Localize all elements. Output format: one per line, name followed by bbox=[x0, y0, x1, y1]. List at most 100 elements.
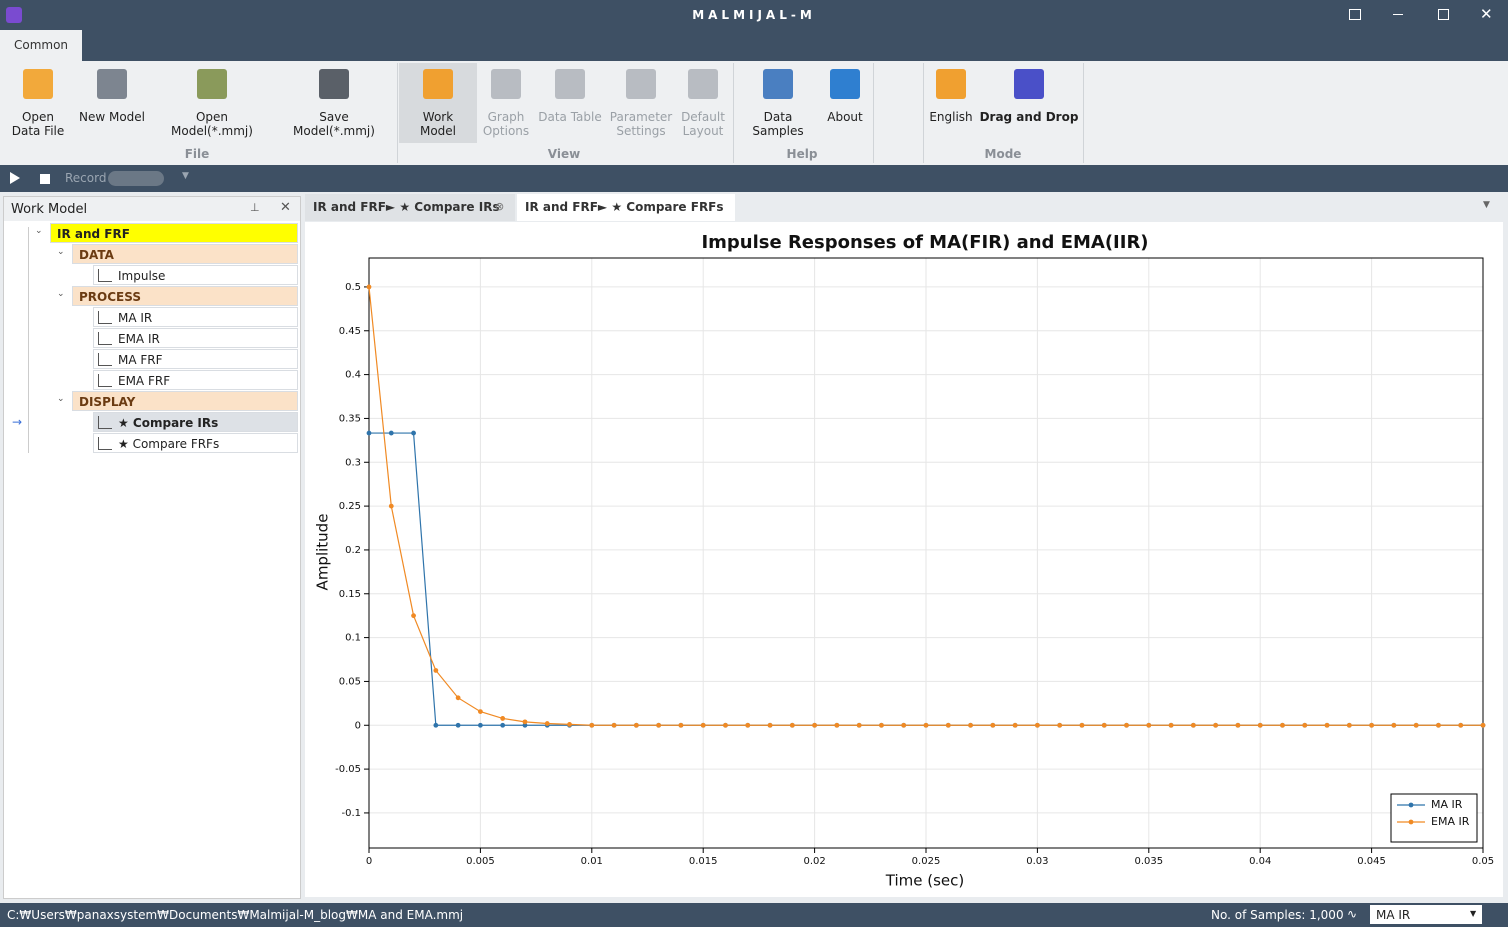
tree-node[interactable]: EMA FRF bbox=[93, 370, 298, 390]
data-point bbox=[633, 722, 639, 728]
play-button[interactable] bbox=[10, 172, 20, 184]
x-tick-label: 0.035 bbox=[1134, 856, 1163, 867]
tree-expander[interactable]: ⌄ bbox=[35, 226, 43, 236]
ribbon-button[interactable]: Open Model(*.mmj) bbox=[171, 110, 253, 138]
ribbon-button[interactable]: Default Layout bbox=[681, 110, 725, 138]
x-tick-label: 0.03 bbox=[1026, 856, 1048, 867]
doc-tab-label: IR and FRF► ★ Compare FRFs bbox=[525, 200, 724, 214]
data-point bbox=[1124, 722, 1129, 728]
tree-expander[interactable]: ⌄ bbox=[57, 394, 65, 404]
tree-node[interactable]: MA FRF bbox=[93, 349, 298, 369]
tree-node[interactable]: ★ Compare IRs bbox=[93, 412, 298, 432]
ribbon-button-icon bbox=[491, 69, 521, 99]
toolbar: Record ▼ bbox=[0, 165, 1508, 192]
data-point bbox=[500, 722, 506, 728]
y-tick-label: 0.35 bbox=[339, 413, 361, 424]
tree-node[interactable]: MA IR bbox=[93, 307, 298, 327]
legend-label: MA IR bbox=[1431, 798, 1463, 811]
tree-node[interactable]: PROCESS bbox=[72, 286, 298, 306]
doc-tab-active[interactable] bbox=[517, 194, 735, 221]
ribbon-button[interactable]: Work Model bbox=[419, 110, 457, 138]
pin-button[interactable]: ⊥ bbox=[250, 201, 260, 214]
record-toggle[interactable] bbox=[108, 171, 164, 186]
data-point bbox=[1436, 722, 1441, 728]
stop-button[interactable] bbox=[40, 174, 50, 184]
toolbar-dropdown[interactable]: ▼ bbox=[182, 171, 189, 181]
y-tick-label: 0.3 bbox=[345, 457, 361, 468]
data-point bbox=[1190, 722, 1196, 728]
minimize-button[interactable] bbox=[1393, 14, 1403, 15]
data-point bbox=[1057, 722, 1063, 728]
data-point bbox=[388, 503, 394, 509]
ribbon-button[interactable]: Data Table bbox=[538, 110, 602, 124]
ribbon-button-icon bbox=[555, 69, 585, 99]
tab-close[interactable]: ⊗ bbox=[495, 200, 505, 213]
select-arrow: ▼ bbox=[1470, 909, 1477, 918]
group-separator bbox=[923, 63, 924, 163]
data-point bbox=[1168, 722, 1174, 728]
ribbon-button[interactable]: Graph Options bbox=[482, 110, 530, 138]
tree-node-label: IR and FRF bbox=[57, 227, 130, 241]
close-button[interactable]: ✕ bbox=[1480, 5, 1493, 23]
tree-node[interactable]: IR and FRF bbox=[50, 223, 298, 243]
tree-node[interactable]: Impulse bbox=[93, 265, 298, 285]
data-point bbox=[589, 722, 595, 728]
ribbon-button-icon bbox=[763, 69, 793, 99]
data-point bbox=[1280, 722, 1285, 728]
legend-marker bbox=[1408, 819, 1414, 825]
signal-icon: ∿ bbox=[1347, 907, 1358, 921]
data-point bbox=[388, 430, 394, 436]
data-point bbox=[611, 722, 617, 728]
ribbon-button[interactable]: Drag and Drop bbox=[979, 110, 1079, 124]
y-tick-label: 0.1 bbox=[345, 633, 361, 644]
chart: Impulse Responses of MA(FIR) and EMA(IIR… bbox=[305, 222, 1503, 897]
doc-tab[interactable] bbox=[305, 194, 515, 221]
ribbon-button[interactable]: Save Model(*.mmj) bbox=[293, 110, 375, 138]
group-separator bbox=[873, 63, 874, 163]
data-point bbox=[1302, 722, 1308, 728]
tree-node-icon bbox=[98, 311, 112, 324]
tree-node[interactable]: DISPLAY bbox=[72, 391, 298, 411]
data-point bbox=[500, 716, 506, 721]
ribbon-button[interactable]: English bbox=[929, 110, 973, 124]
tree-node[interactable]: DATA bbox=[72, 244, 298, 264]
y-tick-label: 0 bbox=[355, 720, 361, 731]
data-point bbox=[1146, 722, 1152, 728]
ribbon-button[interactable]: New Model bbox=[78, 110, 146, 124]
series-select[interactable]: MA IR ▼ bbox=[1370, 905, 1482, 924]
group-separator bbox=[397, 63, 398, 163]
tree-node[interactable]: EMA IR bbox=[93, 328, 298, 348]
panel-close[interactable]: ✕ bbox=[280, 200, 291, 215]
tree-expander[interactable]: ⌄ bbox=[57, 289, 65, 299]
y-tick-label: 0.4 bbox=[345, 370, 361, 381]
data-point bbox=[1369, 722, 1374, 728]
tree-node-icon bbox=[98, 374, 112, 387]
ribbon-button[interactable]: Data Samples bbox=[752, 110, 804, 138]
record-label: Record bbox=[65, 171, 107, 185]
title-bar: MALMIJAL-M ✕ bbox=[0, 0, 1508, 30]
y-tick-label: -0.1 bbox=[341, 808, 361, 819]
x-tick-label: 0.02 bbox=[803, 856, 825, 867]
tree-node-label: MA IR bbox=[118, 311, 153, 325]
tree-node-icon bbox=[98, 332, 112, 345]
ribbon-tab[interactable]: Common bbox=[0, 30, 82, 61]
data-point bbox=[455, 695, 461, 701]
tabs-dropdown[interactable]: ▼ bbox=[1483, 200, 1490, 210]
data-point bbox=[812, 722, 817, 728]
tree-node[interactable]: ★ Compare FRFs bbox=[93, 433, 298, 453]
restore-button[interactable] bbox=[1349, 9, 1361, 20]
ribbon-button[interactable]: Open Data File bbox=[11, 110, 65, 138]
ribbon-button-icon bbox=[197, 69, 227, 99]
ribbon-group-label: File bbox=[184, 147, 210, 161]
data-point bbox=[1012, 722, 1018, 728]
tree-node-icon bbox=[98, 437, 112, 450]
maximize-button[interactable] bbox=[1438, 9, 1449, 20]
ribbon-button[interactable]: About bbox=[827, 110, 863, 124]
data-point bbox=[1079, 722, 1085, 728]
data-point bbox=[366, 430, 372, 436]
app-icon bbox=[6, 7, 22, 23]
y-axis-label: Amplitude bbox=[314, 514, 332, 591]
data-point bbox=[856, 722, 862, 728]
ribbon-button[interactable]: Parameter Settings bbox=[609, 110, 673, 138]
tree-expander[interactable]: ⌄ bbox=[57, 247, 65, 257]
